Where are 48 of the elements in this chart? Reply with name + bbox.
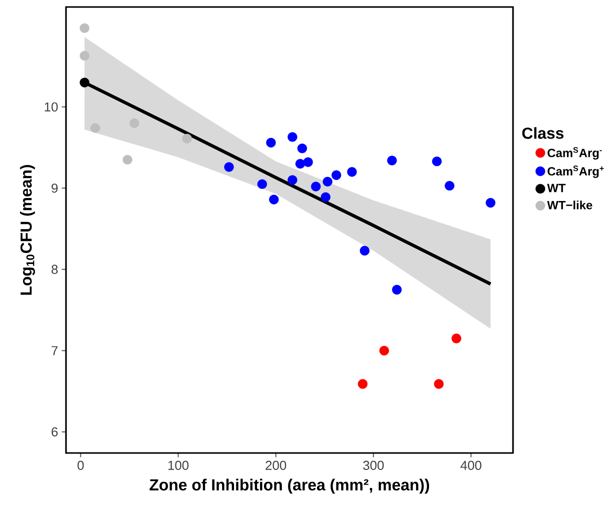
point [129, 118, 140, 128]
point [295, 158, 306, 169]
y-tick-label: 10 [44, 102, 58, 112]
point [288, 132, 298, 142]
point [288, 175, 298, 185]
point [80, 78, 90, 88]
point [452, 334, 462, 344]
legend-title: Class [522, 127, 564, 139]
point [297, 144, 308, 154]
point [379, 346, 390, 356]
point [224, 162, 234, 172]
point [347, 167, 357, 177]
point [392, 284, 402, 295]
point [122, 154, 132, 165]
point [80, 50, 90, 61]
point [90, 123, 100, 133]
point [434, 379, 444, 389]
point [320, 192, 330, 202]
x-tick-label: 300 [363, 460, 384, 470]
x-tick-label: 400 [460, 460, 482, 470]
point [387, 156, 397, 166]
y-tick-label: 6 [52, 427, 58, 436]
point [322, 176, 332, 186]
point [269, 194, 279, 204]
y-tick-label: 7 [52, 346, 58, 356]
point [182, 134, 192, 144]
point [360, 246, 370, 256]
point [257, 179, 268, 189]
legend-label: WT−like [547, 200, 592, 210]
point [486, 198, 496, 208]
point [80, 23, 90, 33]
y-tick-label: 8 [52, 264, 58, 274]
x-tick-label: 100 [168, 460, 189, 470]
point [432, 156, 442, 166]
point [311, 182, 321, 192]
legend-label: Cam$^{S}$Arg$^{-}$ [548, 147, 602, 160]
x-axis-title: Zone of Inhibition (area (mm², mean)) [150, 478, 430, 494]
x-tick-label: 200 [266, 460, 286, 470]
point [444, 180, 454, 191]
y-tick-label: 9 [52, 184, 58, 193]
point [332, 170, 342, 180]
x-tick-label: 0 [78, 460, 84, 470]
point [266, 138, 276, 148]
y-axis-title: Log$_{10}$CFU (mean) [20, 165, 35, 295]
point [358, 379, 368, 389]
point [303, 157, 313, 167]
legend-label: WT [547, 184, 566, 192]
legend-label: Cam$^{S}$Arg$^{+}$ [548, 166, 604, 178]
